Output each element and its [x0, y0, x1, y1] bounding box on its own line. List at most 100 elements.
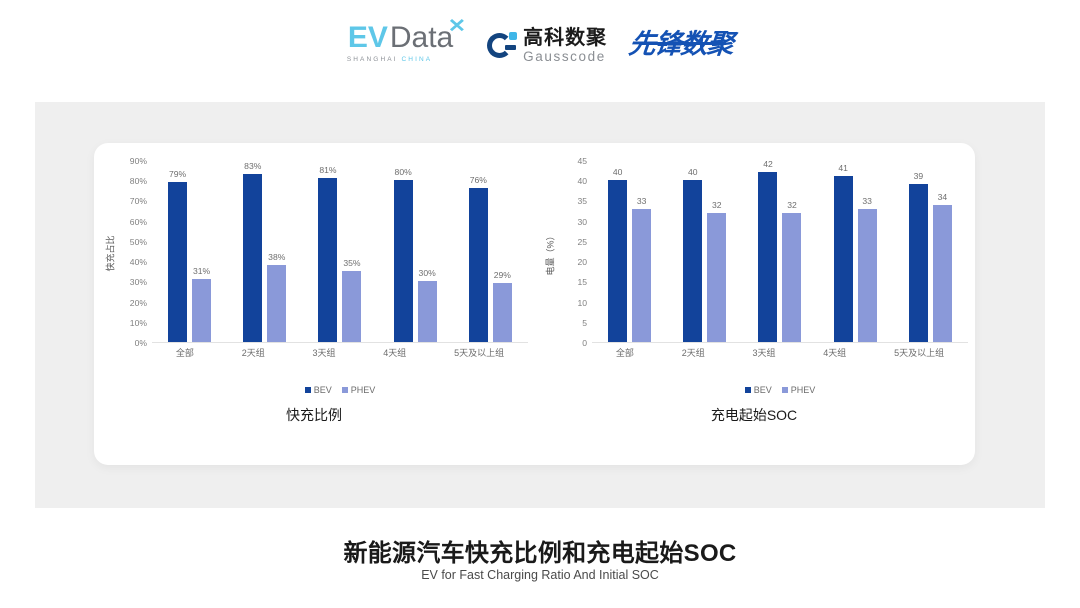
bar-fill	[908, 184, 928, 342]
legend-left: BEV PHEV	[152, 385, 528, 395]
bar-value-label: 33	[862, 195, 872, 206]
x-axis-tick-label: 全部	[615, 348, 634, 358]
bar-fill	[342, 271, 362, 342]
y-axis-tick-label: 70%	[129, 196, 147, 207]
x-axis-tick-label: 4天组	[383, 348, 407, 358]
x-axis-tick-label: 3天组	[752, 348, 776, 358]
x-axis-tick-label: 2天组	[681, 348, 705, 358]
bar-fill	[707, 212, 727, 342]
legend-label-phev: PHEV	[350, 385, 376, 395]
gausscode-cn-text: 高科数聚	[523, 26, 608, 49]
y-axis-tick-label: 40%	[129, 257, 147, 268]
gausscode-ring-icon	[487, 33, 513, 59]
bar-value-label: 31%	[192, 266, 211, 277]
bar-fill	[192, 279, 212, 342]
bar-group: 80% 30%	[393, 161, 437, 342]
bar-value-label: 32	[787, 199, 797, 210]
evdata-sub-china: CHINA	[401, 56, 433, 63]
plot-area-left: 快充占比 0% 10% 20% 30% 40% 50% 60% 70% 80% 90% 79% 31…	[94, 156, 534, 395]
legend-label-bev: BEV	[313, 385, 332, 395]
evdata-x-icon: ✕	[448, 16, 467, 37]
bar-fill	[782, 212, 802, 342]
bar-group: 40 32	[683, 161, 727, 342]
x-axis-tick-label: 5天及以上组	[894, 348, 945, 358]
bar-group: 76% 29%	[468, 161, 512, 342]
bar-value-label: 40	[612, 167, 623, 178]
charts-container: 快充占比 0% 10% 20% 30% 40% 50% 60% 70% 80% 90% 79% 31…	[94, 143, 975, 465]
legend-label-bev: BEV	[753, 385, 772, 395]
bar-groups-right: 40 33 40 32 42 32 41 33 39 34	[592, 159, 968, 342]
bar-groups-left: 79% 31% 83% 38% 81% 35% 80% 30% 76% 29%	[152, 161, 528, 342]
bars-plot-left: 79% 31% 83% 38% 81% 35% 80% 30% 76% 29%	[152, 161, 528, 343]
evdata-data-text: Data	[389, 21, 454, 54]
y-axis-tick-label: 60%	[129, 216, 147, 227]
bar-value-label: 42	[763, 159, 773, 170]
bar-fill	[318, 178, 338, 342]
chart-fast-charging-ratio: 快充占比 0% 10% 20% 30% 40% 50% 60% 70% 80% 90% 79% 31…	[94, 143, 534, 465]
bar-value-label: 34	[937, 191, 948, 202]
y-axis-tick-label: 10%	[129, 317, 147, 328]
y-axis-tick-label: 0%	[134, 338, 147, 348]
bar-group: 79% 31%	[168, 161, 212, 342]
chart-card	[94, 143, 975, 465]
legend-item-phev[interactable]: PHEV	[781, 385, 816, 395]
bar-value-label: 79%	[168, 169, 187, 180]
y-axis-tick-label: 40	[577, 176, 587, 187]
legend-swatch-phev-icon	[341, 387, 348, 393]
bar-value-label: 81%	[319, 165, 337, 176]
bar-value-label: 39	[913, 171, 924, 182]
x-axis-ticks-left: 全部 2天组 3天组 4天组 5天及以上组	[152, 346, 528, 362]
y-axis-tick-label: 20	[577, 257, 587, 268]
bar-fill	[632, 208, 652, 342]
bar-value-label: 83%	[244, 161, 262, 172]
y-axis-tick-label: 45	[577, 156, 587, 166]
bar-fill	[833, 176, 853, 342]
legend-item-bev[interactable]: BEV	[744, 385, 772, 395]
bar-fill	[393, 180, 413, 342]
bar-fill	[417, 281, 437, 342]
bar-group: 40 33	[608, 161, 652, 342]
bar-fill	[758, 172, 778, 342]
plot-area-right: 电量（%） 0 5 10 15 20 25 30 35 40 45 40 33 40 32 42 32 41 3…	[534, 156, 974, 395]
chart-title-right: 充电起始SOC	[710, 407, 798, 423]
bar-group: 39 34	[908, 161, 952, 342]
bar-group: 42 32	[758, 159, 802, 342]
bar-value-label: 29%	[493, 270, 511, 281]
y-axis-tick-label: 80%	[129, 176, 147, 187]
bar-fill	[168, 182, 188, 342]
y-axis-tick-label: 15	[577, 277, 587, 288]
gausscode-bar-icon	[505, 45, 517, 51]
x-axis-tick-label: 3天组	[312, 348, 336, 358]
bar-fill	[608, 180, 628, 342]
legend-item-phev[interactable]: PHEV	[341, 385, 376, 395]
x-axis-tick-label: 5天及以上组	[454, 348, 505, 358]
y-axis-tick-label: 30%	[129, 277, 147, 288]
y-axis-tick-label: 10	[577, 297, 587, 308]
chart-title-left: 快充比例	[286, 407, 342, 423]
evdata-ev-text: EV	[347, 21, 388, 54]
y-axis-tick-label: 25	[577, 236, 587, 247]
bar-fill	[468, 188, 488, 342]
legend-swatch-phev-icon	[781, 387, 788, 393]
gausscode-dot-icon	[509, 32, 518, 41]
bar-fill	[857, 208, 877, 342]
bar-fill	[932, 204, 952, 342]
bar-value-label: 32	[712, 199, 722, 210]
legend-label-phev: PHEV	[790, 385, 816, 395]
bar-fill	[243, 174, 263, 342]
gausscode-en-text: Gausscode	[523, 48, 606, 64]
y-axis-tick-label: 20%	[129, 297, 147, 308]
evdata-sublabel: SHANGHAI CHINA	[347, 56, 432, 63]
slide-caption-en: EV for Fast Charging Ratio And Initial S…	[421, 568, 659, 582]
y-axis-ticks-left: 0% 10% 20% 30% 40% 50% 60% 70% 80% 90%	[116, 156, 150, 348]
logo-bar: EV Data ✕ SHANGHAI CHINA 高科数聚 Gausscode …	[0, 17, 1080, 64]
y-axis-tick-label: 30	[577, 216, 587, 227]
y-axis-tick-label: 0	[582, 338, 587, 348]
legend-item-bev[interactable]: BEV	[304, 385, 332, 395]
bar-group: 83% 38%	[243, 161, 287, 342]
bar-value-label: 40	[688, 167, 698, 178]
gausscode-logo: 高科数聚 Gausscode	[487, 28, 607, 64]
x-axis-tick-label: 2天组	[241, 348, 265, 358]
evdata-logo: EV Data ✕ SHANGHAI CHINA	[347, 17, 467, 63]
